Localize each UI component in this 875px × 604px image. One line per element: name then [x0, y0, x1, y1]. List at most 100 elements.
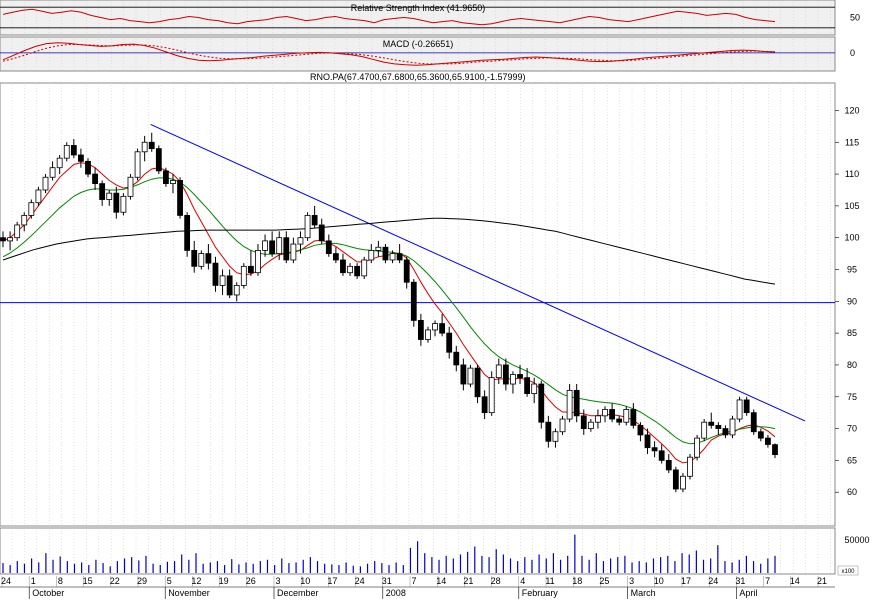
price-tick-label: 110: [845, 169, 859, 179]
x-date-label: 1: [31, 576, 36, 586]
price-tick-label: 115: [845, 137, 859, 147]
x-month-label: 2008: [386, 588, 406, 598]
candle-body: [120, 195, 127, 213]
candle-body: [382, 246, 389, 261]
candle-body: [757, 431, 764, 439]
candle-body: [262, 240, 268, 251]
candle-body: [651, 447, 658, 452]
x-month-label: December: [277, 588, 319, 598]
candle-body: [481, 396, 488, 414]
candle-body: [729, 418, 736, 436]
candle-body: [672, 469, 679, 490]
rsi-panel: 50 Relative Strength Index (41.9650): [0, 0, 860, 36]
candle-body: [538, 383, 545, 423]
macd-panel: 0 MACD (-0.26651): [0, 36, 855, 72]
x-date-label: 5: [167, 576, 172, 586]
candle-body: [141, 141, 148, 153]
macd-tick-label: 0: [850, 48, 855, 58]
candle-body: [524, 377, 531, 394]
candle-body: [219, 275, 226, 286]
x-date-label: 4: [520, 576, 525, 586]
x-month-label: February: [522, 588, 559, 598]
candle-body: [49, 167, 56, 178]
candle-body: [736, 399, 743, 420]
x-date-label: 26: [246, 576, 256, 586]
candle-body: [226, 275, 233, 296]
candle-body: [63, 145, 70, 159]
x-date-label: 12: [191, 576, 201, 586]
x-date-label: 18: [572, 576, 582, 586]
candle-body: [304, 215, 311, 239]
candle-body: [354, 265, 361, 277]
price-tick-label: 80: [847, 360, 857, 370]
x-date-label: 3: [629, 576, 634, 586]
candle-body: [765, 437, 771, 445]
candle-body: [134, 151, 141, 178]
x-month-label: November: [168, 588, 210, 598]
candle-body: [290, 243, 297, 261]
x-date-label: 3: [275, 576, 280, 586]
candle-body: [361, 259, 368, 277]
candle-body: [283, 237, 290, 261]
rsi-title: Relative Strength Index (41.9650): [351, 3, 486, 13]
rsi-line: [2, 8, 776, 26]
x-month-label: October: [32, 588, 64, 598]
candle-body: [389, 253, 396, 261]
rsi-tick-label: 50: [850, 13, 860, 23]
candle-body: [311, 215, 318, 226]
x-date-label: 21: [817, 576, 827, 586]
price-tick-label: 60: [847, 487, 857, 497]
candle-body: [743, 399, 750, 414]
candle-body: [559, 418, 566, 433]
x-date-label: 21: [463, 576, 473, 586]
candle-body: [177, 180, 183, 216]
price-tick-label: 75: [847, 392, 857, 402]
candle-body: [127, 176, 134, 197]
x-date-label: 17: [327, 576, 337, 586]
x-date-label: 19: [219, 576, 229, 586]
candle-body: [184, 215, 191, 251]
candle-body: [502, 364, 509, 385]
candle-body: [637, 424, 644, 436]
candle-body: [368, 250, 375, 261]
price-title: RNO.PA(67.4700,67.6800,65.3600,65.9100,-…: [310, 72, 526, 82]
candle-body: [644, 434, 651, 449]
candle-body: [162, 170, 169, 185]
candle-body: [432, 323, 438, 331]
candle-body: [694, 437, 700, 458]
candle-body: [488, 377, 495, 414]
price-tick-label: 100: [844, 233, 859, 243]
candle-body: [233, 285, 240, 296]
candle-body: [375, 246, 382, 251]
x-date-label: 22: [110, 576, 120, 586]
candle-body: [70, 145, 77, 156]
candle-body: [35, 189, 42, 204]
price-tick-label: 85: [847, 328, 857, 338]
candle-body: [99, 183, 106, 200]
x-date-label: 17: [681, 576, 691, 586]
candle-body: [750, 412, 757, 433]
candle-body: [297, 237, 304, 245]
candle-body: [269, 240, 276, 255]
price-tick-label: 70: [847, 424, 857, 434]
x-axis: 24 1 8 15 22 29 5 12 19 26 3 10 17 24 31 7 14 21 28 4 11 18 25…: [0, 576, 835, 599]
candle-body: [566, 389, 573, 420]
candle-body: [78, 154, 84, 162]
x-date-label: 8: [58, 576, 63, 586]
candle-body: [113, 192, 120, 213]
candle-body: [467, 367, 474, 385]
x-date-label: 24: [355, 576, 365, 586]
price-tick-label: 105: [844, 201, 859, 211]
candle-body: [715, 424, 722, 429]
volume-panel: 50000 x100: [0, 527, 870, 576]
candle-body: [439, 323, 446, 334]
candle-body: [14, 224, 21, 239]
candle-body: [347, 265, 353, 274]
candle-body: [21, 215, 28, 226]
candle-body: [106, 192, 113, 200]
candle-body: [595, 415, 601, 423]
candle-body: [255, 250, 261, 274]
candle-body: [517, 374, 523, 379]
